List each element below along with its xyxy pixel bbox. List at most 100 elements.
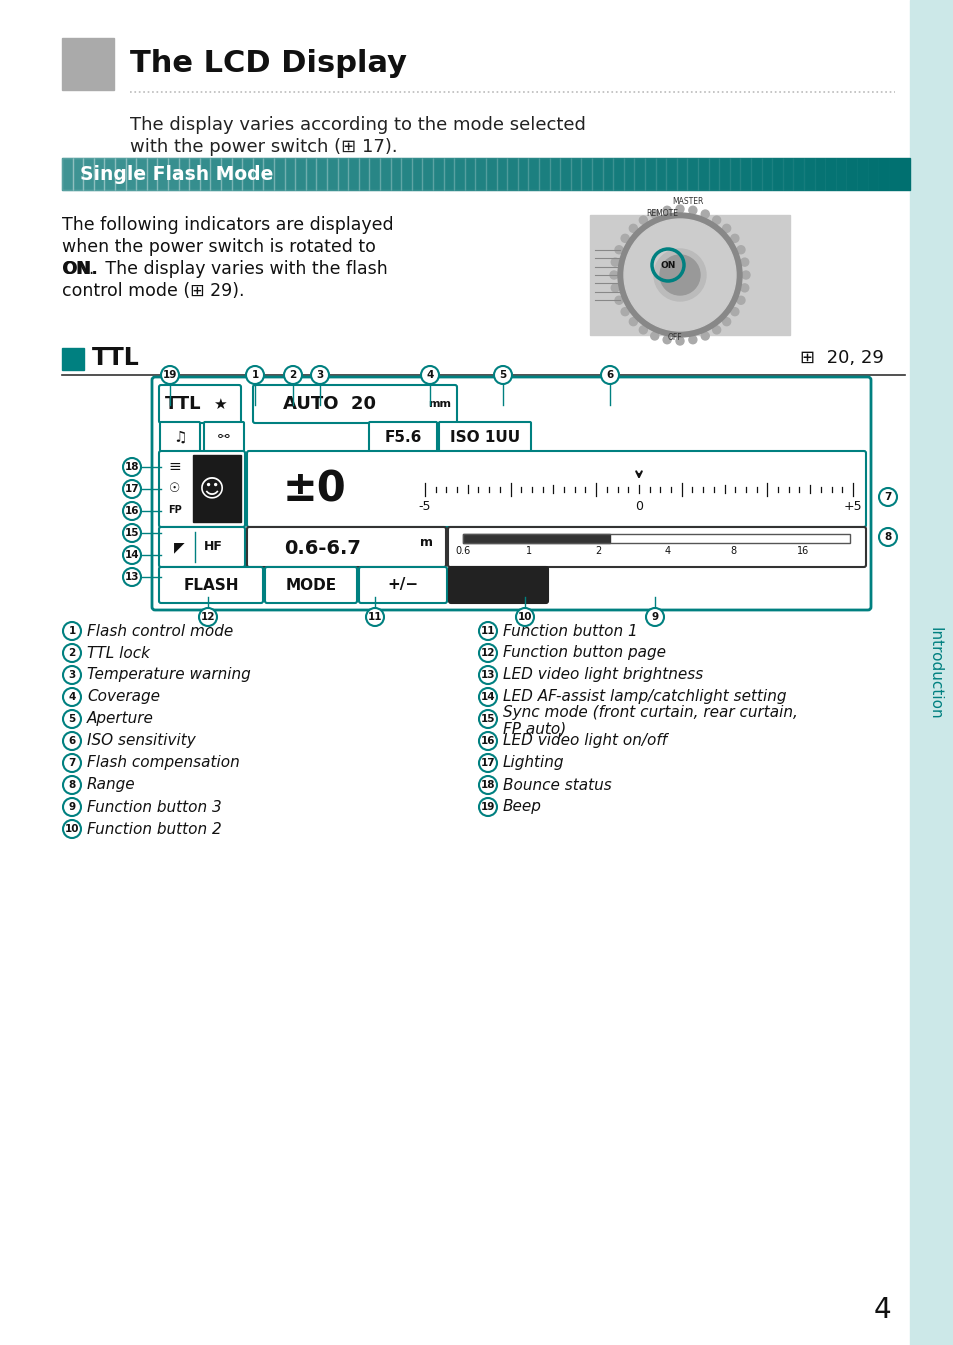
Text: 0: 0 [635,500,642,514]
Circle shape [878,488,896,506]
Bar [803,157,814,190]
Bar [157,157,168,190]
Bar [655,157,665,190]
Text: MODE: MODE [285,577,336,593]
Text: 9: 9 [651,612,658,621]
Circle shape [63,666,81,685]
Circle shape [615,246,622,254]
Text: 8: 8 [69,780,75,790]
Bar [729,157,740,190]
Text: AUTO  20: AUTO 20 [283,395,376,413]
Bar [115,157,126,190]
Bar [316,157,327,190]
Circle shape [611,284,618,292]
Circle shape [161,366,179,385]
Bar [136,157,147,190]
Bar [126,157,136,190]
Text: 19: 19 [480,802,495,812]
Bar [412,157,422,190]
Circle shape [63,732,81,751]
Bar [242,157,253,190]
Text: Function button 3: Function button 3 [87,799,221,815]
Text: REMOTE: REMOTE [645,208,678,218]
Bar [845,157,856,190]
Circle shape [478,798,497,816]
FancyBboxPatch shape [449,568,547,603]
Bar [211,157,221,190]
Text: The LCD Display: The LCD Display [130,48,407,78]
Text: TTL: TTL [165,395,201,413]
Text: FP: FP [168,504,182,515]
Bar [835,157,845,190]
Bar [178,157,189,190]
Circle shape [63,644,81,662]
Text: 13: 13 [125,572,139,582]
Circle shape [878,529,896,546]
Text: MASTER: MASTER [672,196,703,206]
Circle shape [662,336,670,344]
Bar [104,157,115,190]
Text: 6: 6 [69,736,75,746]
Circle shape [737,246,744,254]
Bar [549,157,559,190]
Text: 15: 15 [125,529,139,538]
Text: ♫: ♫ [173,429,187,444]
Text: 6: 6 [606,370,613,381]
Circle shape [516,608,534,625]
Circle shape [700,210,708,218]
Circle shape [650,210,659,218]
Text: 3: 3 [316,370,323,381]
Circle shape [654,249,705,301]
Circle shape [740,284,748,292]
Text: ⊞  20, 29: ⊞ 20, 29 [800,348,882,367]
Text: F5.6: F5.6 [384,429,421,444]
Bar [464,157,475,190]
Bar [390,157,401,190]
Circle shape [284,366,302,385]
Text: 4: 4 [872,1297,890,1323]
Text: 5: 5 [498,370,506,381]
Bar [348,157,358,190]
FancyBboxPatch shape [204,422,244,452]
Circle shape [478,732,497,751]
Bar [443,157,454,190]
Circle shape [311,366,329,385]
Bar [687,157,698,190]
Circle shape [645,608,663,625]
Text: ±0: ±0 [283,468,347,510]
Bar [147,157,157,190]
Text: 0.6-6.7: 0.6-6.7 [284,538,361,557]
Bar [517,157,528,190]
Circle shape [199,608,216,625]
Circle shape [123,546,141,564]
Bar [454,157,464,190]
Text: ON.: ON. [62,260,98,278]
Circle shape [63,689,81,706]
Circle shape [123,525,141,542]
Bar [676,157,687,190]
Text: 16: 16 [797,546,809,555]
Text: 16: 16 [125,506,139,516]
Circle shape [730,234,739,242]
Circle shape [700,332,708,340]
Text: OFF: OFF [667,334,681,343]
Bar [232,157,242,190]
Text: 10: 10 [65,824,79,834]
Text: 7: 7 [883,492,891,502]
Text: 4: 4 [664,546,671,555]
Circle shape [737,296,744,304]
Circle shape [615,296,622,304]
Text: The display varies according to the mode selected: The display varies according to the mode… [130,116,585,134]
Circle shape [639,325,647,334]
Text: m: m [420,537,433,550]
Bar [507,157,517,190]
FancyBboxPatch shape [253,385,456,422]
FancyBboxPatch shape [358,568,447,603]
Bar [909,0,953,1345]
Circle shape [478,621,497,640]
Bar [193,455,241,522]
Text: TTL: TTL [91,346,139,370]
Text: ISO sensitivity: ISO sensitivity [87,733,195,749]
Circle shape [712,325,720,334]
Text: LED video light on/off: LED video light on/off [502,733,666,749]
